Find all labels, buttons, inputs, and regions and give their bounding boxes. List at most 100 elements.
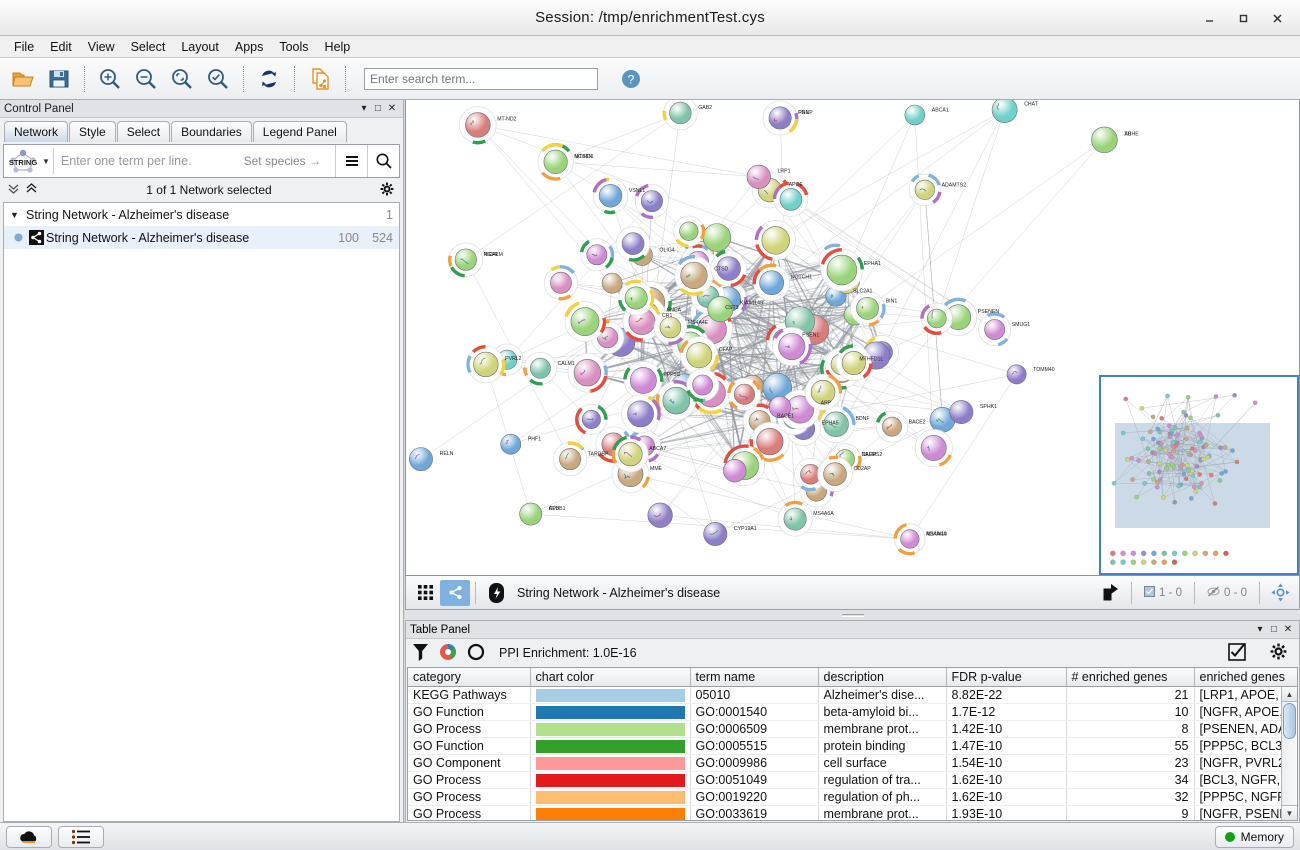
minimize-button[interactable] bbox=[1194, 4, 1224, 32]
network-node[interactable] bbox=[1091, 126, 1118, 154]
network-node[interactable] bbox=[978, 312, 1012, 347]
table-panel-float-icon[interactable]: □ bbox=[1270, 624, 1278, 635]
tab-legend-panel[interactable]: Legend Panel bbox=[252, 121, 347, 142]
network-node[interactable] bbox=[875, 410, 908, 443]
network-node[interactable] bbox=[893, 523, 926, 556]
network-node[interactable] bbox=[723, 458, 747, 483]
selected-nodes-badge[interactable]: 1 - 0 bbox=[1137, 585, 1189, 600]
network-node[interactable] bbox=[575, 403, 608, 435]
table-vertical-scrollbar[interactable]: ▲ ▼ bbox=[1281, 687, 1297, 820]
network-node[interactable] bbox=[408, 447, 433, 472]
select-all-checkbox-icon[interactable] bbox=[1228, 642, 1246, 664]
enrichment-table[interactable]: category chart color term name descripti… bbox=[407, 667, 1298, 821]
network-node[interactable] bbox=[772, 327, 813, 367]
network-node[interactable] bbox=[1006, 364, 1027, 385]
network-node[interactable] bbox=[850, 290, 886, 327]
scrollbar-thumb[interactable] bbox=[1283, 703, 1296, 739]
zoom-in-icon[interactable] bbox=[93, 62, 127, 96]
export-image-icon[interactable] bbox=[1096, 580, 1126, 606]
filter-icon[interactable] bbox=[412, 643, 429, 664]
grid-layout-icon[interactable] bbox=[410, 580, 440, 606]
network-node[interactable] bbox=[601, 272, 623, 294]
network-node[interactable] bbox=[904, 104, 926, 126]
menu-file[interactable]: File bbox=[14, 39, 35, 54]
network-node[interactable] bbox=[746, 164, 771, 189]
network-node[interactable] bbox=[618, 279, 655, 316]
network-node[interactable] bbox=[817, 455, 853, 492]
gear-icon[interactable] bbox=[1270, 643, 1287, 663]
network-view[interactable]: MT-ND2 MT-ND1 VSNL1 GAB2 RS1 ABCA1 CHAT ACHE ADA… bbox=[405, 100, 1300, 576]
network-node[interactable] bbox=[653, 310, 688, 346]
annotation-icon[interactable] bbox=[481, 580, 511, 606]
table-row[interactable]: GO Function GO:0001540 beta-amyloid bi... 1… bbox=[408, 703, 1297, 721]
search-input[interactable]: Enter search term... bbox=[364, 67, 598, 90]
menu-layout[interactable]: Layout bbox=[181, 39, 219, 54]
refresh-icon[interactable] bbox=[252, 62, 286, 96]
network-canvas[interactable]: MT-ND2 MT-ND1 VSNL1 GAB2 RS1 ABCA1 CHAT ACHE ADA… bbox=[406, 100, 1299, 575]
network-node[interactable] bbox=[567, 352, 608, 394]
network-share-icon[interactable] bbox=[440, 579, 470, 606]
network-node[interactable] bbox=[623, 361, 664, 400]
table-panel-menu-icon[interactable]: ▾ bbox=[1257, 624, 1263, 635]
table-row[interactable]: GO Process GO:0051049 regulation of tra...… bbox=[408, 771, 1297, 789]
task-list-icon[interactable] bbox=[58, 825, 104, 848]
tab-network[interactable]: Network bbox=[4, 121, 69, 142]
export-network-icon[interactable] bbox=[303, 62, 337, 96]
table-row[interactable]: GO Process GO:0033619 membrane prot... 1.93… bbox=[408, 805, 1297, 820]
maximize-button[interactable] bbox=[1228, 4, 1258, 32]
column-header-category[interactable]: category bbox=[408, 668, 531, 687]
tab-select[interactable]: Select bbox=[116, 121, 171, 142]
menu-edit[interactable]: Edit bbox=[50, 39, 72, 54]
network-node[interactable] bbox=[519, 502, 543, 526]
network-node[interactable] bbox=[544, 265, 578, 301]
network-node[interactable] bbox=[564, 301, 607, 342]
network-node[interactable] bbox=[707, 296, 734, 323]
menu-tools[interactable]: Tools bbox=[279, 39, 309, 54]
network-node[interactable] bbox=[727, 377, 761, 411]
donut-chart-icon[interactable] bbox=[467, 643, 485, 664]
string-logo-icon[interactable]: STRING bbox=[4, 145, 42, 177]
tree-twisty-icon[interactable]: ▼ bbox=[10, 209, 19, 220]
menu-apps[interactable]: Apps bbox=[234, 39, 264, 54]
navigator-icon[interactable] bbox=[1265, 580, 1295, 606]
column-header-fdr-pvalue[interactable]: FDR p-value bbox=[946, 668, 1067, 687]
table-row[interactable]: KEGG Pathways 05010 Alzheimer's dise... 8.8… bbox=[408, 686, 1297, 704]
network-node[interactable] bbox=[592, 177, 629, 215]
tab-boundaries[interactable]: Boundaries bbox=[171, 121, 252, 142]
network-node[interactable] bbox=[749, 421, 790, 462]
network-node[interactable] bbox=[679, 336, 719, 375]
cloud-icon[interactable] bbox=[6, 825, 52, 848]
control-panel-gear-icon[interactable] bbox=[380, 182, 400, 199]
control-panel-close-icon[interactable]: ✕ bbox=[387, 103, 397, 114]
horizontal-splitter[interactable] bbox=[405, 610, 1300, 620]
network-node[interactable] bbox=[500, 433, 522, 455]
table-row[interactable]: GO Process GO:0006509 membrane prot... 1.42… bbox=[408, 720, 1297, 738]
memory-status-button[interactable]: Memory bbox=[1214, 825, 1294, 848]
network-node[interactable] bbox=[686, 368, 720, 403]
tab-style[interactable]: Style bbox=[69, 121, 116, 142]
network-node[interactable] bbox=[703, 522, 728, 546]
control-panel-menu-icon[interactable]: ▾ bbox=[361, 103, 367, 114]
collapse-all-icon[interactable] bbox=[7, 182, 20, 198]
column-header-description[interactable]: description bbox=[818, 668, 947, 687]
network-node[interactable] bbox=[459, 106, 497, 145]
network-node[interactable] bbox=[634, 183, 669, 219]
network-node[interactable] bbox=[772, 181, 809, 217]
birds-eye-view[interactable] bbox=[1099, 375, 1299, 575]
network-node[interactable] bbox=[710, 249, 747, 288]
hamburger-icon[interactable] bbox=[335, 145, 367, 177]
column-header-enriched-genes[interactable]: enriched genes bbox=[1194, 668, 1297, 687]
network-node[interactable] bbox=[579, 238, 615, 272]
network-node[interactable] bbox=[920, 302, 953, 336]
network-node[interactable] bbox=[752, 263, 791, 302]
zoom-out-icon[interactable] bbox=[129, 62, 163, 96]
scroll-up-arrow-icon[interactable]: ▲ bbox=[1282, 687, 1297, 702]
open-folder-icon[interactable] bbox=[6, 62, 40, 96]
network-node[interactable] bbox=[991, 100, 1018, 123]
menu-help[interactable]: Help bbox=[324, 39, 351, 54]
network-node[interactable] bbox=[754, 220, 796, 261]
scroll-down-arrow-icon[interactable]: ▼ bbox=[1282, 805, 1297, 820]
control-panel-float-icon[interactable]: □ bbox=[374, 103, 382, 114]
hidden-elements-badge[interactable]: 0 - 0 bbox=[1200, 586, 1254, 600]
network-node[interactable] bbox=[615, 226, 651, 262]
